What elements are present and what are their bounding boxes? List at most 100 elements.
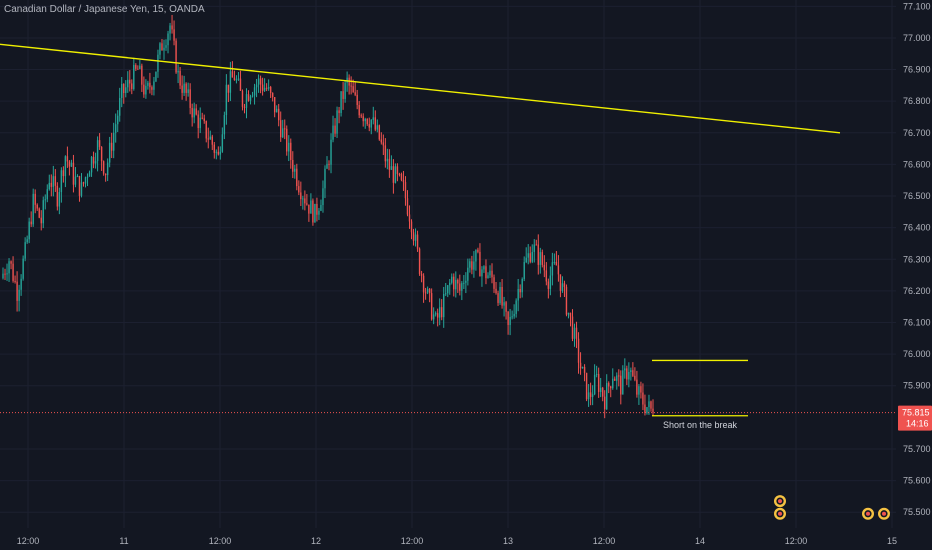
candle-body	[344, 82, 346, 99]
candle-body	[316, 203, 318, 215]
candle-body	[70, 162, 73, 167]
candle-body	[378, 125, 381, 140]
candle-body	[28, 221, 30, 240]
candle-body	[259, 78, 262, 85]
candle-body	[511, 316, 513, 318]
candle-body	[547, 281, 550, 289]
candle-body	[447, 285, 449, 294]
candle-body	[436, 313, 439, 318]
candle-body	[121, 84, 123, 98]
candle-body	[282, 128, 284, 138]
time-tick-label: 12:00	[209, 536, 232, 546]
candle-body	[628, 372, 630, 380]
candle-body	[306, 203, 308, 205]
candle-body	[545, 270, 548, 282]
candle-body	[495, 288, 497, 294]
candle-body	[263, 87, 266, 91]
candle-body	[372, 117, 374, 120]
candle-body	[219, 151, 222, 155]
descending-trendline[interactable]	[0, 43, 841, 134]
candle-body	[638, 386, 640, 395]
candle-body	[614, 378, 616, 381]
price-tick-label: 77.000	[903, 33, 931, 43]
candle-body	[191, 107, 193, 118]
candle-body	[487, 275, 489, 279]
candle-body	[201, 117, 203, 119]
candle-body	[406, 198, 409, 215]
candle-body	[380, 139, 383, 143]
candle-body	[12, 263, 14, 281]
earnings-marker-bottom-icon[interactable]	[774, 507, 786, 520]
candle-body	[477, 249, 479, 252]
candle-body	[342, 91, 344, 99]
candle-body	[22, 258, 24, 279]
candle-body	[181, 85, 183, 93]
price-tick-label: 76.100	[903, 317, 931, 327]
candle-body	[80, 182, 83, 196]
candle-body	[96, 140, 99, 162]
candle-body	[652, 408, 654, 413]
price-tick-label: 76.300	[903, 254, 931, 264]
candle-body	[459, 283, 461, 291]
candle-body	[469, 261, 471, 268]
time-axis[interactable]: 12:00 11 12:00 12 12:00 13 12:00 14 12:00 15	[17, 536, 897, 546]
candle-body	[424, 292, 427, 294]
candle-body	[155, 71, 157, 82]
candle-body	[467, 267, 469, 281]
candle-body	[34, 193, 36, 205]
candle-body	[2, 273, 4, 279]
candle-body	[112, 132, 115, 151]
candle-body	[46, 189, 48, 200]
candle-body	[527, 253, 529, 258]
candle-body	[386, 158, 389, 162]
price-axis[interactable]: 77.100 77.000 76.900 76.800 76.700 76.600 76.5…	[898, 1, 932, 517]
candle-body	[239, 78, 242, 91]
candle-body	[434, 313, 437, 315]
candle-body	[610, 386, 612, 389]
earnings-marker-top-icon[interactable]	[774, 495, 786, 508]
candle-body	[300, 192, 302, 200]
candle-body	[40, 217, 42, 224]
candle-body	[195, 108, 197, 115]
annotation-text[interactable]: Short on the break	[663, 420, 738, 430]
markers-layer[interactable]	[774, 495, 890, 520]
time-tick-label: 12:00	[785, 536, 808, 546]
candle-body	[139, 65, 141, 69]
candle-body	[650, 401, 652, 409]
split-marker-icon[interactable]	[878, 507, 890, 520]
candle-body	[517, 288, 519, 301]
time-tick-label: 12:00	[593, 536, 616, 546]
candle-body	[163, 47, 165, 51]
candle-body	[245, 94, 248, 108]
candle-body	[302, 198, 304, 200]
candle-body	[579, 362, 582, 369]
candle-body	[597, 374, 600, 392]
candle-body	[350, 85, 352, 87]
candle-body	[620, 375, 622, 395]
time-tick-label: 12	[311, 536, 321, 546]
symbol-title[interactable]: Canadian Dollar / Japanese Yen, 15, OAND…	[4, 4, 205, 15]
candle-body	[261, 84, 264, 91]
time-tick-label: 13	[503, 536, 513, 546]
dividend-marker-icon[interactable]	[862, 507, 874, 520]
candle-body	[521, 279, 523, 293]
candle-body	[354, 92, 356, 95]
candle-body	[74, 176, 77, 185]
candle-body	[4, 273, 6, 275]
candle-body	[505, 302, 507, 312]
candle-body	[463, 282, 465, 284]
candle-body	[42, 200, 44, 224]
candle-body	[231, 71, 234, 78]
candle-body	[84, 177, 87, 184]
candle-body	[8, 261, 10, 274]
candle-body	[147, 82, 149, 86]
candle-body	[235, 79, 238, 81]
candle-body	[36, 204, 38, 209]
drawings-layer[interactable]: Short on the break	[0, 43, 896, 430]
candle-body	[290, 142, 292, 160]
current-price-label: 75.815	[902, 408, 930, 418]
candle-body	[123, 84, 125, 94]
price-tick-label: 76.600	[903, 159, 931, 169]
